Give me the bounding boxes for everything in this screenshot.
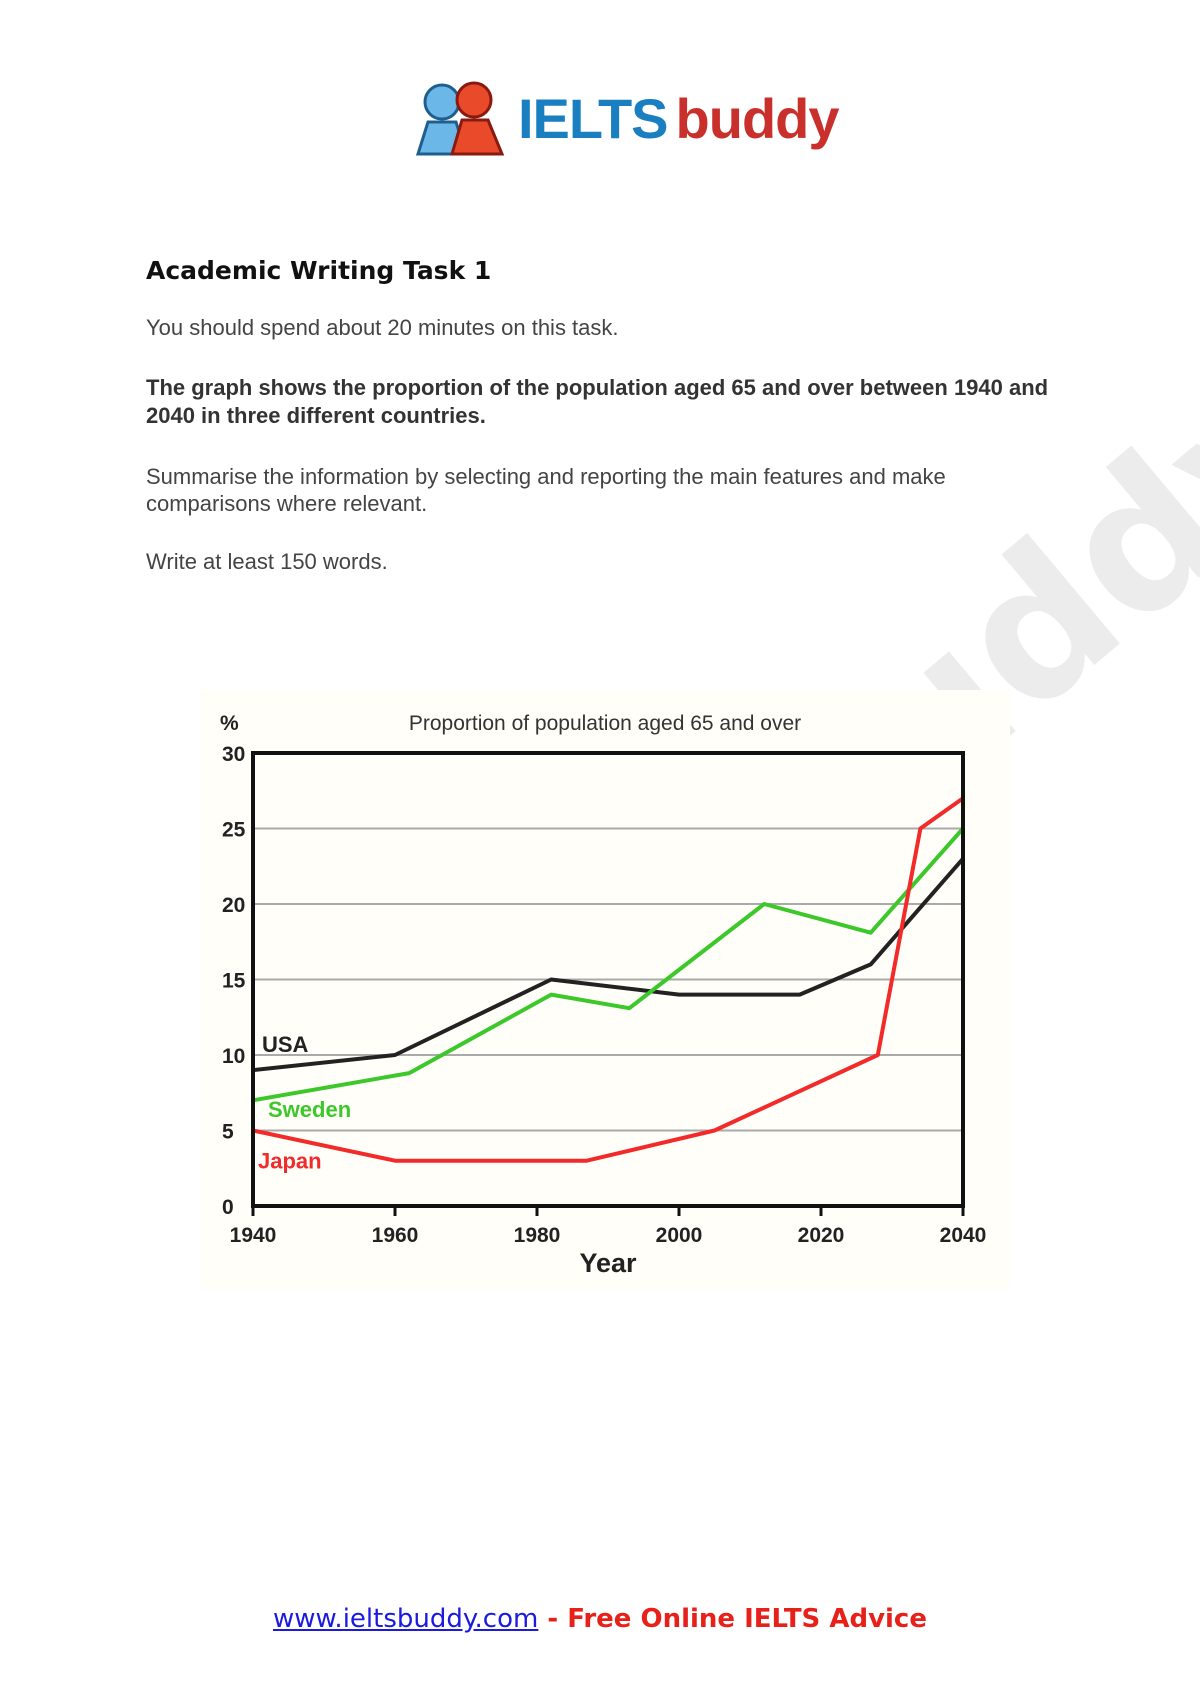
series-line-japan	[252, 796, 965, 1163]
series-label-japan: Japan	[258, 1148, 322, 1173]
logo-text-buddy: buddy	[675, 86, 840, 150]
logo-text-ielts: IELTS	[518, 86, 669, 150]
line-chart: Proportion of population aged 65 and ove…	[200, 690, 1010, 1290]
y-tick-label: 20	[222, 894, 245, 917]
summarise-instruction: Summarise the information by selecting a…	[146, 464, 946, 516]
x-axis-label: Year	[579, 1248, 637, 1278]
y-tick-label: 5	[222, 1121, 234, 1144]
footer-tagline: Free Online IELTS Advice	[567, 1604, 927, 1634]
plot-frame	[251, 751, 965, 1208]
y-tick-label: 15	[222, 970, 246, 993]
x-tick-label: 2020	[798, 1224, 845, 1247]
y-axis-label: %	[220, 712, 239, 735]
x-tick-label: 1940	[230, 1224, 277, 1247]
footer-separator: -	[538, 1604, 568, 1634]
footer: www.ieltsbuddy.com - Free Online IELTS A…	[0, 1604, 1200, 1634]
website-link[interactable]: www.ieltsbuddy.com	[273, 1604, 539, 1634]
y-tick-label: 30	[222, 743, 245, 766]
series-line-usa	[252, 857, 965, 1073]
chart-background	[200, 690, 1010, 1290]
y-tick-label: 0	[222, 1196, 234, 1219]
x-tick-label: 2000	[656, 1224, 703, 1247]
x-tick-label: 2040	[940, 1224, 987, 1247]
series-label-usa: USA	[262, 1032, 309, 1057]
y-tick-label: 25	[222, 819, 246, 842]
task-prompt: The graph shows the proportion of the po…	[146, 375, 1049, 428]
ielts-buddy-logo: IELTS buddy	[410, 78, 840, 158]
x-tick-label: 1960	[372, 1224, 419, 1247]
chart-title: Proportion of population aged 65 and ove…	[409, 712, 801, 735]
series-line-sweden	[252, 827, 965, 1103]
y-tick-label: 10	[222, 1045, 245, 1068]
word-count-instruction: Write at least 150 words.	[146, 549, 388, 574]
x-tick-label: 1980	[514, 1224, 561, 1247]
series-label-sweden: Sweden	[268, 1097, 351, 1122]
page-title: Academic Writing Task 1	[146, 256, 492, 285]
time-instruction: You should spend about 20 minutes on thi…	[146, 315, 619, 340]
buddies-icon	[415, 81, 505, 156]
